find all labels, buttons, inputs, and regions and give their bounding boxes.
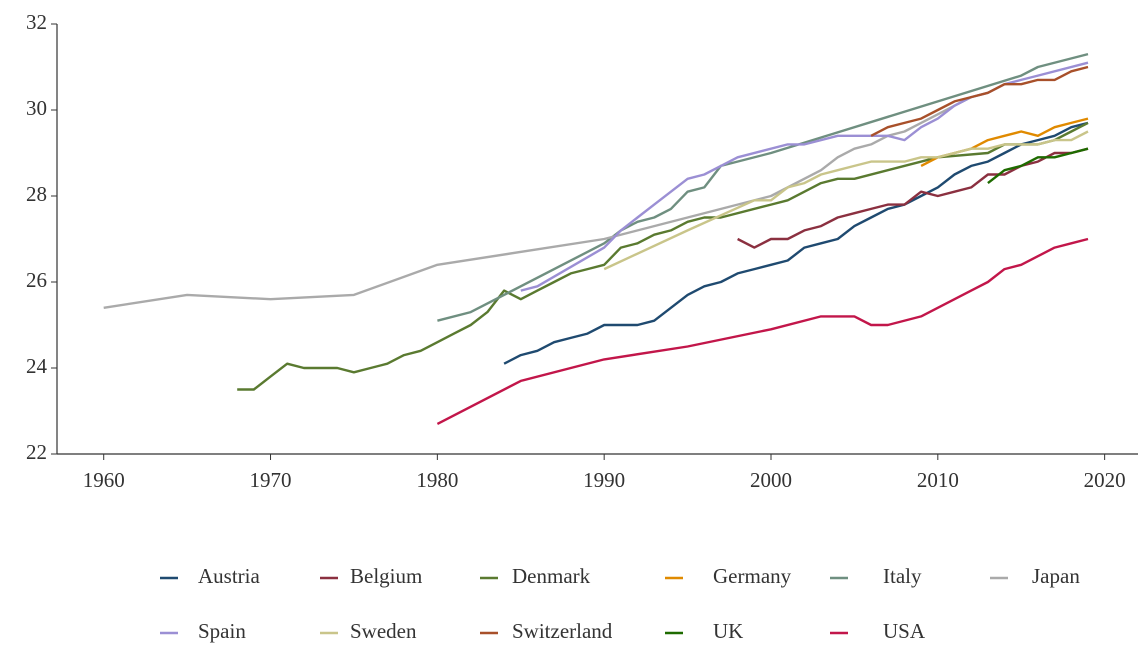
x-tick-label: 2000 — [750, 468, 792, 492]
y-tick-label: 32 — [26, 10, 47, 34]
legend-label: Japan — [1032, 564, 1080, 588]
y-tick-label: 24 — [26, 354, 48, 378]
line — [103, 96, 972, 309]
legend-label: Sweden — [350, 619, 417, 643]
line — [237, 121, 1089, 391]
x-tick-label: 1960 — [83, 468, 125, 492]
y-tick-label: 26 — [26, 268, 47, 292]
legend-label: Spain — [198, 619, 246, 643]
y-tick-label: 22 — [26, 440, 47, 464]
line — [520, 61, 1089, 292]
x-tick-label: 2020 — [1084, 468, 1126, 492]
line — [737, 147, 1089, 249]
legend-label: Italy — [883, 564, 922, 588]
x-tick-label: 1970 — [250, 468, 292, 492]
x-tick-label: 1990 — [583, 468, 625, 492]
legend-label: UK — [713, 619, 743, 643]
legend-label: Austria — [198, 564, 261, 588]
line — [437, 52, 1089, 322]
line — [603, 130, 1089, 271]
line — [503, 121, 1089, 365]
legend-label: Switzerland — [512, 619, 613, 643]
y-tick-label: 28 — [26, 182, 47, 206]
x-tick-label: 2010 — [917, 468, 959, 492]
line — [436, 237, 1089, 425]
x-tick-label: 1980 — [416, 468, 458, 492]
line — [987, 147, 1089, 185]
legend-label: Belgium — [350, 564, 422, 588]
line — [920, 117, 1089, 167]
legend-label: USA — [883, 619, 926, 643]
y-tick-label: 30 — [26, 96, 47, 120]
line — [870, 65, 1089, 137]
legend-label: Germany — [713, 564, 792, 588]
legend-label: Denmark — [512, 564, 591, 588]
